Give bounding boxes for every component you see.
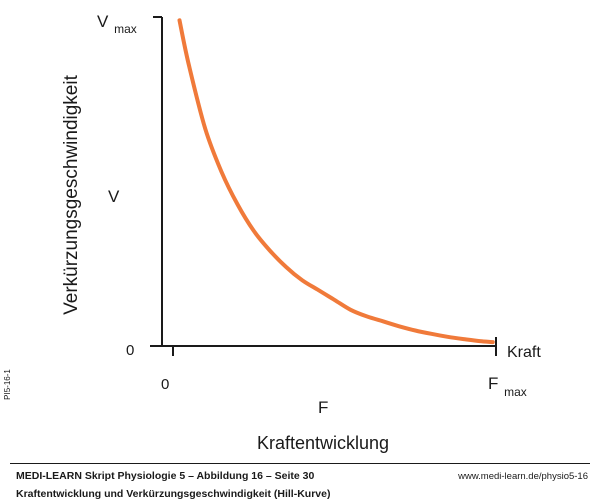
chart: V max V 0 Verkürzungsgeschwindigkeit Kra… bbox=[61, 12, 541, 453]
y-symbol-label: V bbox=[108, 187, 120, 206]
footer-source-line: MEDI-LEARN Skript Physiologie 5 – Abbild… bbox=[16, 470, 315, 482]
footer-divider bbox=[10, 463, 590, 464]
y-max-label-sub: max bbox=[114, 22, 137, 36]
x-axis-end-label: Kraft bbox=[507, 344, 541, 361]
x-symbol-label: F bbox=[318, 398, 328, 417]
y-max-label: V max bbox=[97, 12, 137, 36]
x-max-label-sub: max bbox=[504, 385, 527, 399]
figure-code: PI5-16-1 bbox=[2, 369, 12, 400]
y-axis-title: Verkürzungsgeschwindigkeit bbox=[61, 74, 82, 314]
x-max-label: F max bbox=[488, 374, 527, 399]
y-zero-label: 0 bbox=[126, 342, 134, 359]
footer-caption: Kraftentwicklung und Verkürzungsgeschwin… bbox=[16, 488, 331, 500]
x-zero-label: 0 bbox=[161, 376, 169, 393]
y-max-label-main: V bbox=[97, 12, 109, 31]
footer-url: www.medi-learn.de/physio5-16 bbox=[458, 471, 588, 482]
x-axis-title: Kraftentwicklung bbox=[257, 433, 389, 453]
series-line-hill-curve bbox=[177, 18, 495, 345]
x-max-label-main: F bbox=[488, 374, 498, 393]
